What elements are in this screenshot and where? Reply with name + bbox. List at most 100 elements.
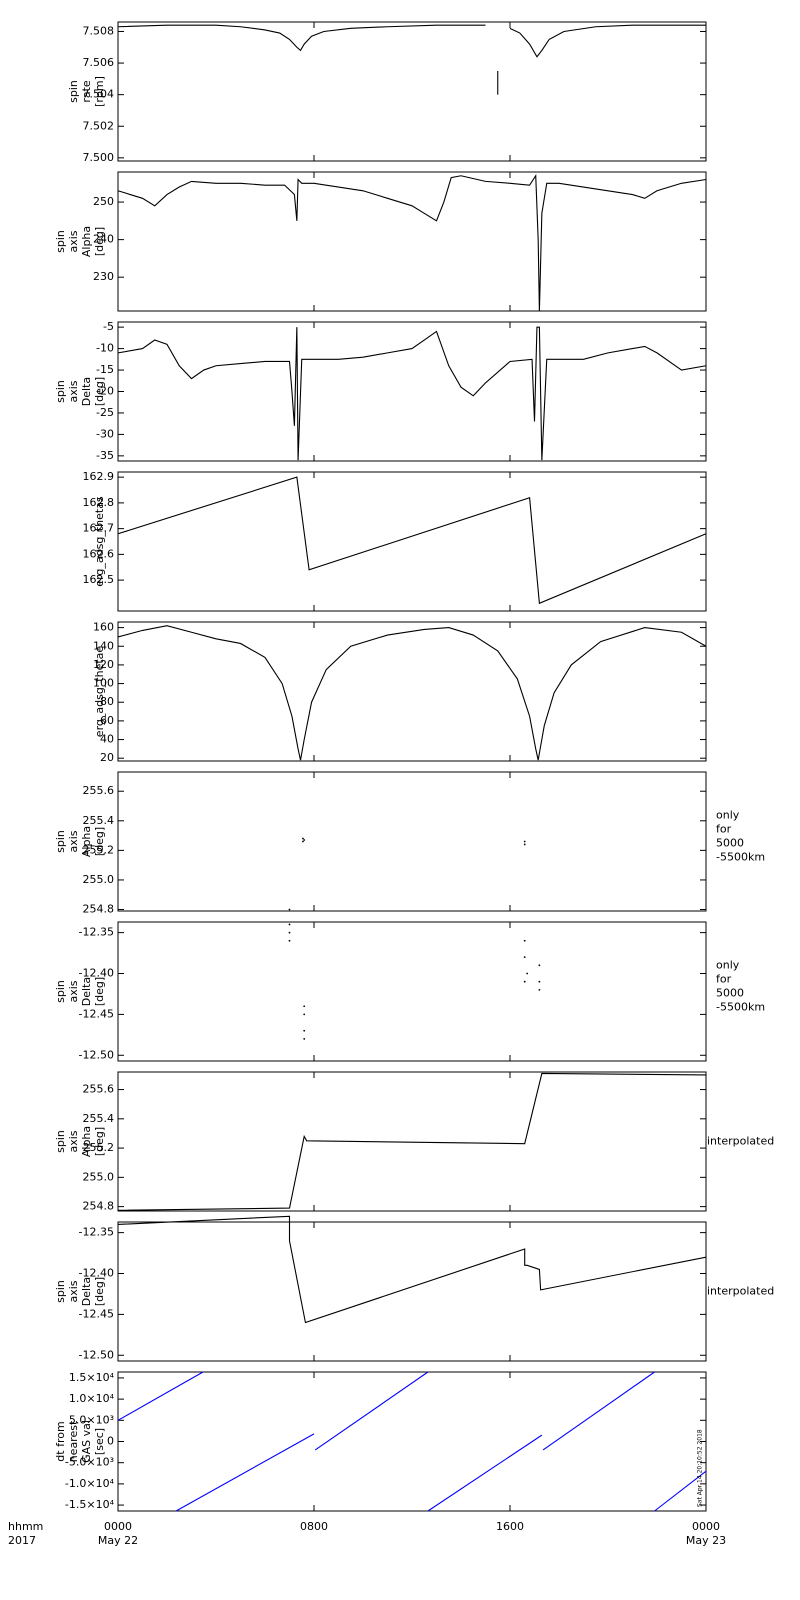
data-line: [542, 1371, 655, 1451]
y-tick-label: 7.500: [83, 151, 115, 164]
data-point: [538, 980, 541, 983]
y-tick-label: 7.506: [83, 56, 115, 69]
data-point: [303, 1005, 306, 1008]
data-point: [288, 931, 291, 934]
y-axis-label: [deg]: [93, 977, 106, 1006]
y-axis-label: nearest: [67, 1420, 80, 1462]
y-tick-label: -25: [96, 406, 114, 419]
y-tick-label: 162.8: [83, 496, 115, 509]
plot-frame: [117, 21, 707, 162]
y-tick-label: 254.8: [83, 1200, 115, 1213]
x-date-label: May 22: [98, 1534, 138, 1547]
timestamp: Sat Apr 14 20:10:52 2018: [697, 1429, 704, 1507]
y-tick-label: 240: [93, 233, 114, 246]
y-tick-label: 255.4: [83, 1112, 115, 1125]
y-tick-label: 254.8: [83, 903, 115, 916]
y-axis-label: spin: [54, 230, 67, 253]
y-tick-label: 140: [93, 639, 114, 652]
y-axis-label: [deg]: [93, 227, 106, 256]
y-tick-label: 255.6: [83, 784, 115, 797]
y-tick-label: 160: [93, 621, 114, 634]
data-point: [288, 939, 291, 942]
y-tick-label: -12.35: [79, 926, 114, 939]
y-axis-label: Alpha: [80, 826, 93, 857]
data-point: [303, 839, 306, 841]
y-axis-label: axis: [67, 1130, 80, 1152]
y-axis-label: spin: [54, 380, 67, 403]
y-axis-label: [deg]: [93, 377, 106, 406]
y-axis-label: spin: [54, 1280, 67, 1303]
annotation: 5000: [716, 987, 744, 1000]
x-axis-label: hhmm: [8, 1520, 43, 1533]
data-point: [303, 1029, 306, 1032]
y-tick-label: -12.45: [79, 1007, 114, 1020]
plot-frame: [117, 1371, 707, 1512]
data-point: [288, 908, 291, 911]
plot-frame: [117, 1071, 707, 1212]
y-axis-label: axis: [67, 230, 80, 252]
y-tick-label: 255.0: [83, 873, 115, 886]
plot-frame: [117, 1221, 707, 1362]
y-tick-label: 230: [93, 270, 114, 283]
data-line: [117, 24, 486, 52]
y-tick-label: 162.9: [83, 470, 115, 483]
y-axis-label: axis: [67, 1280, 80, 1302]
y-axis-label: Delta: [80, 377, 93, 406]
y-axis-label: GAS val: [80, 1420, 93, 1463]
y-tick-label: 255.2: [83, 843, 115, 856]
y-axis-label: [sec]: [93, 1428, 106, 1455]
plot-frame: [117, 621, 707, 762]
y-tick-label: -12.40: [79, 967, 114, 980]
data-line: [175, 1433, 315, 1512]
x-axis-label: 2017: [8, 1534, 36, 1547]
data-line: [117, 326, 707, 461]
y-tick-label: -12.45: [79, 1307, 114, 1320]
y-tick-label: -5: [103, 320, 114, 333]
data-line: [117, 625, 707, 761]
annotation: -5500km: [716, 1001, 765, 1014]
annotation: interpolated: [707, 1285, 774, 1298]
plot-frame: [117, 471, 707, 612]
y-tick-label: -12.50: [79, 1348, 114, 1361]
y-axis-label: Alpha: [80, 226, 93, 257]
y-tick-label: -12.40: [79, 1267, 114, 1280]
y-axis-label: spin: [54, 980, 67, 1003]
y-tick-label: 255.6: [83, 1083, 115, 1096]
plot-frame: [117, 171, 707, 312]
y-tick-label: 162.5: [83, 573, 115, 586]
y-axis-label: spin: [54, 830, 67, 853]
data-point: [538, 988, 541, 991]
data-line: [654, 1470, 707, 1512]
y-tick-label: 1.0×10⁴: [69, 1392, 115, 1405]
y-axis-label: dt from: [54, 1421, 67, 1461]
plot-frame: [117, 771, 707, 912]
data-point: [538, 964, 541, 967]
x-tick-label: 0000: [104, 1520, 132, 1533]
data-point: [523, 939, 526, 942]
plot-frame: [117, 921, 707, 1062]
data-point: [303, 1038, 306, 1040]
plot-frame: [117, 321, 707, 462]
y-axis-label: [deg]: [93, 1127, 106, 1156]
y-tick-label: 255.4: [83, 814, 115, 827]
data-point: [523, 980, 526, 983]
x-date-label: May 23: [686, 1534, 726, 1547]
data-point: [523, 843, 526, 846]
y-tick-label: 0: [107, 1435, 114, 1448]
y-axis-label: spin: [67, 80, 80, 103]
y-tick-label: 250: [93, 195, 114, 208]
y-tick-label: 7.508: [83, 24, 115, 37]
data-point: [288, 923, 291, 926]
data-line: [117, 1072, 707, 1211]
y-tick-label: -15: [96, 363, 114, 376]
y-tick-label: -5.0×10³: [65, 1456, 114, 1469]
y-tick-label: -1.0×10⁴: [65, 1477, 115, 1490]
data-line: [117, 174, 707, 312]
x-tick-label: 1600: [496, 1520, 524, 1533]
y-tick-label: -30: [96, 427, 114, 440]
data-line: [427, 1434, 543, 1512]
y-tick-label: -1.5×10⁴: [65, 1498, 115, 1511]
annotation: for: [716, 823, 732, 836]
y-axis-label: erg_adsg_thetas: [93, 496, 106, 587]
